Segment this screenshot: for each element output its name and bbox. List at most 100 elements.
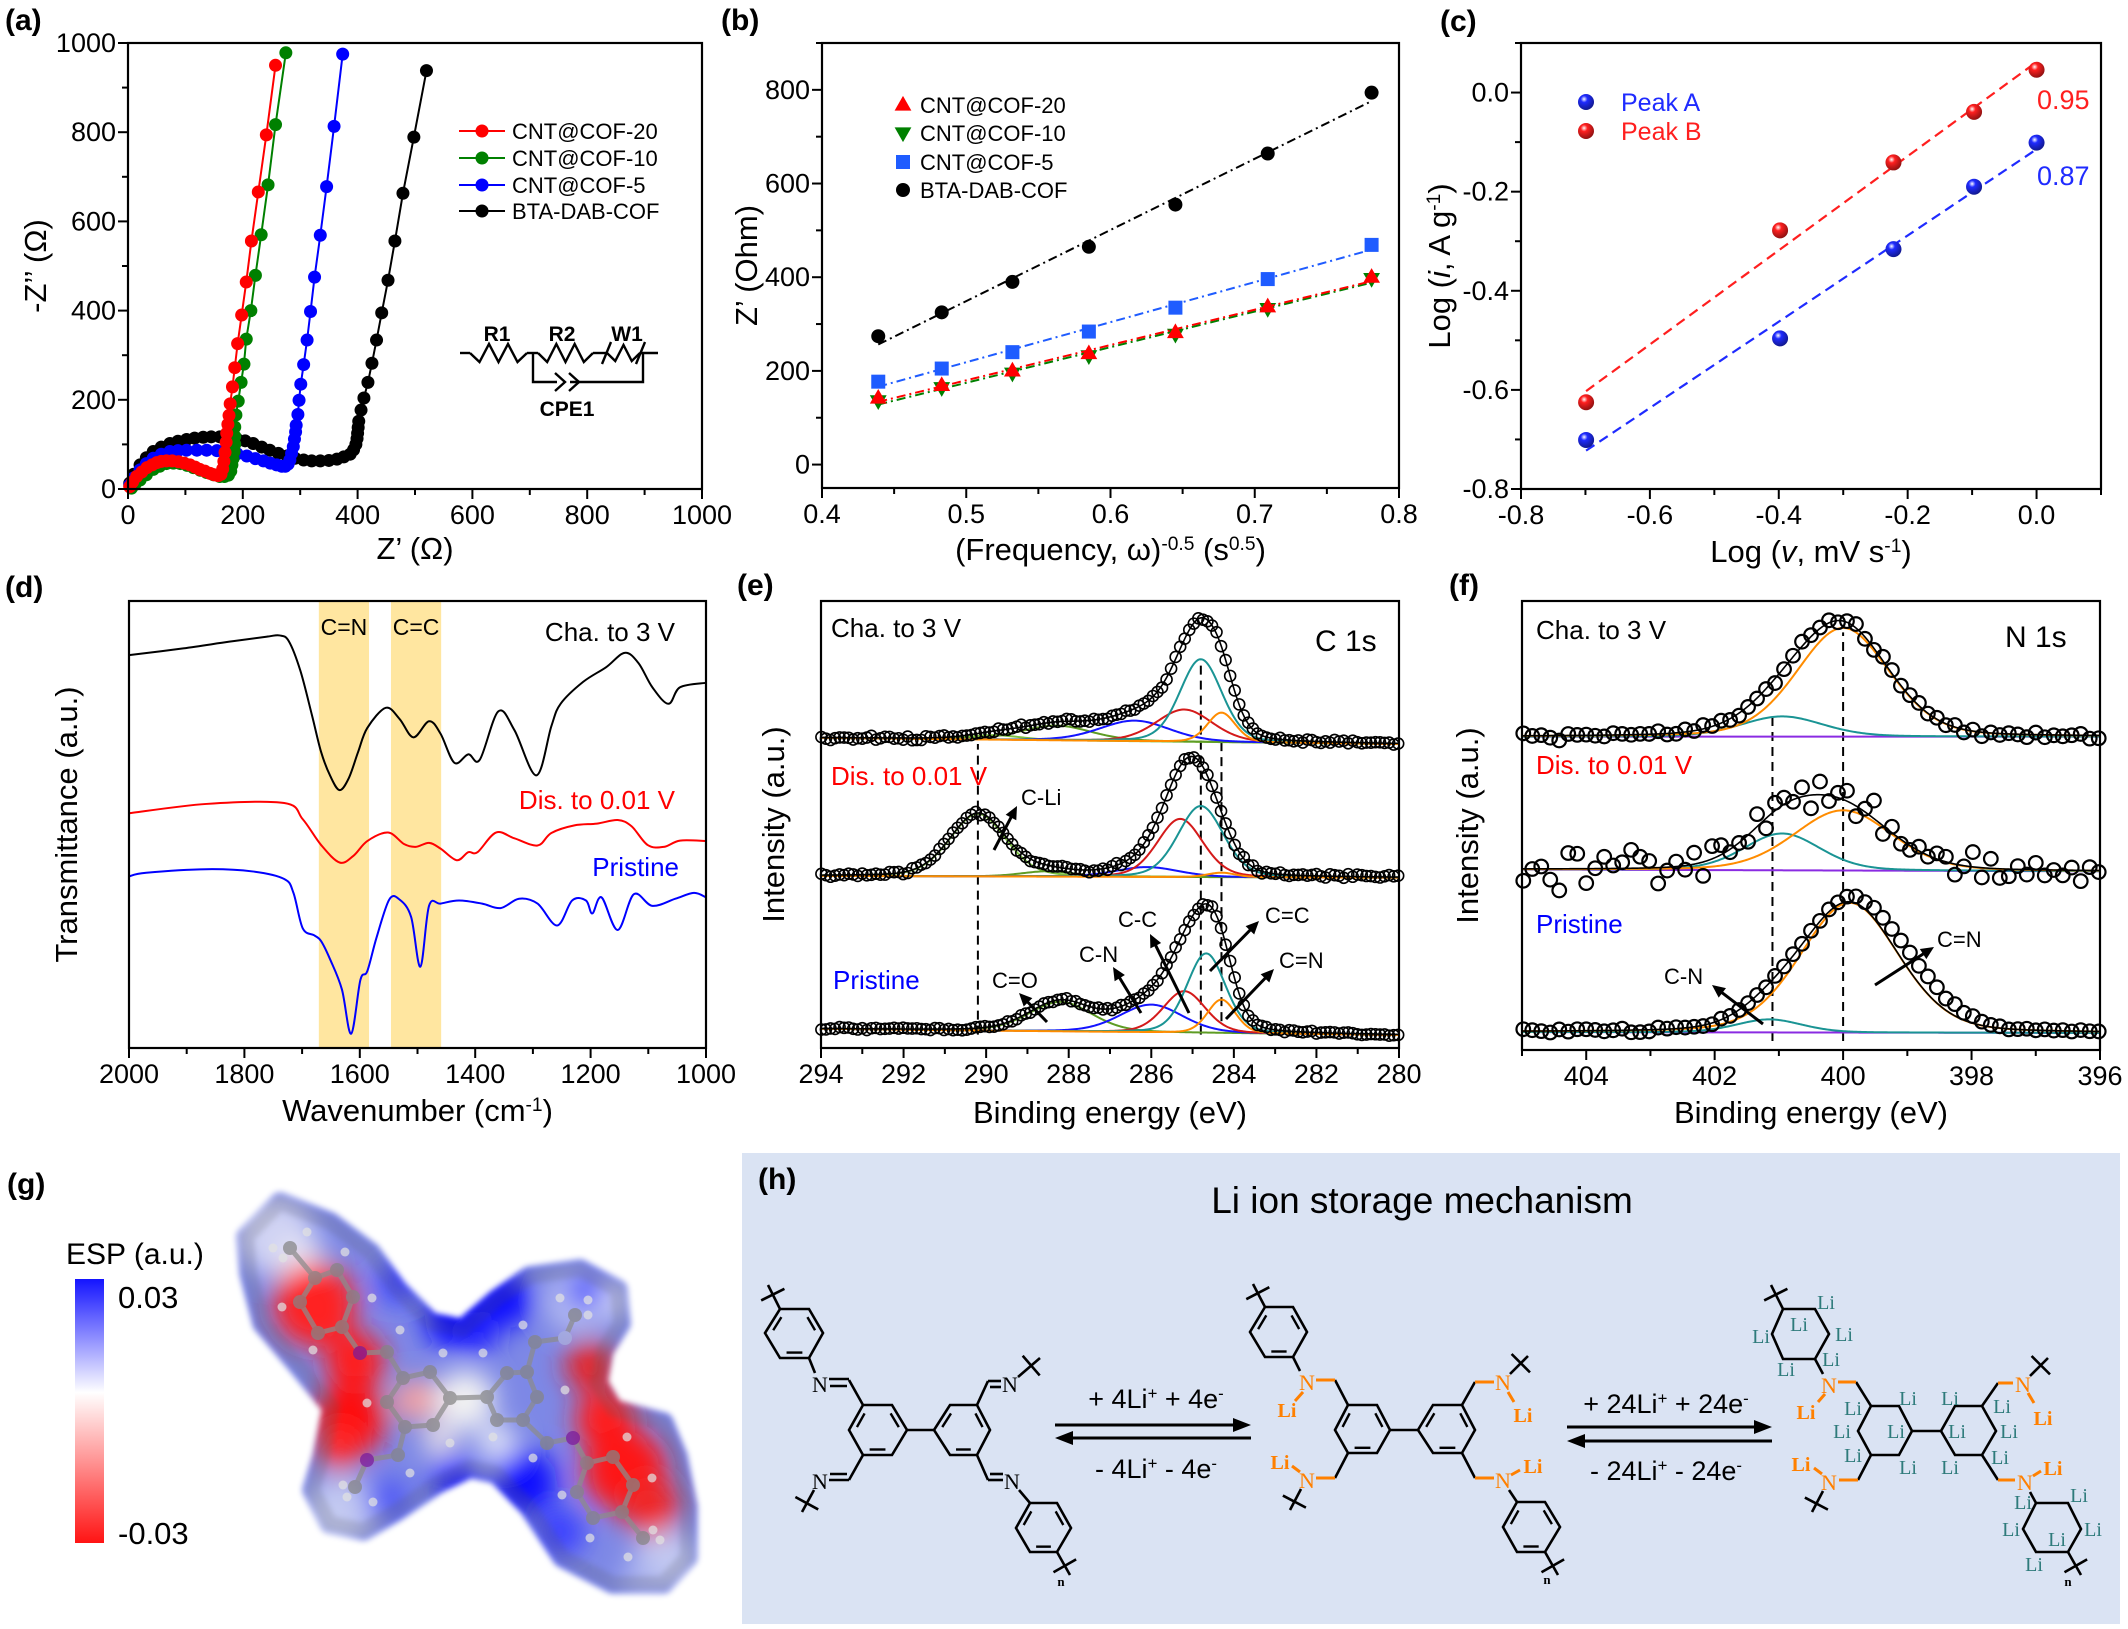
reaction-step: + 24Li+ + 24e-- 24Li+ - 24e- xyxy=(1567,1389,1772,1486)
hydrogen-atom xyxy=(583,1310,593,1320)
warburg-mark xyxy=(600,341,613,365)
series-cnt-cof-20 xyxy=(123,58,283,494)
data-point xyxy=(1355,1028,1369,1042)
x-axis-title: Z’ (Ω) xyxy=(376,531,453,566)
ring-lithium-label: Li xyxy=(2025,1554,2043,1576)
surface-rim xyxy=(240,1196,694,1590)
x-axis-title-segment: -1 xyxy=(1884,536,1901,557)
data-point xyxy=(1596,848,1613,865)
data-point xyxy=(1173,640,1187,654)
chart-b: CNT@COF-20 CNT@COF-10 CNT@COF-5 BTA-DAB-COF… xyxy=(721,4,1418,567)
double-bond-inner xyxy=(1022,1510,1033,1526)
data-point xyxy=(1668,853,1685,870)
resistor-r1 xyxy=(469,341,528,365)
data-point xyxy=(1885,154,1902,171)
nitrogen-label: N xyxy=(1821,1470,1837,1495)
x-axis: 294 292 290 288 286 284 282 280 xyxy=(798,1048,1422,1089)
arrow-shaft xyxy=(1719,990,1764,1026)
linkage-bond xyxy=(1509,1355,1529,1375)
lithiation-condition-segment: + 4Li xyxy=(1088,1384,1147,1414)
data-point xyxy=(1296,868,1310,881)
data-point xyxy=(1341,1026,1355,1039)
fit-line xyxy=(1585,148,2038,452)
data-point xyxy=(1884,662,1900,678)
peak-label: C-N xyxy=(1664,964,1703,989)
x-tick-label: 396 xyxy=(2077,1061,2122,1091)
carbon-atom xyxy=(520,1365,534,1379)
data-point xyxy=(2027,724,2044,741)
carbon-atom xyxy=(636,1531,650,1545)
data-point xyxy=(1578,875,1595,892)
lithiated-bond xyxy=(1291,1464,1301,1474)
spectrum-line xyxy=(128,868,707,1035)
data-point xyxy=(228,361,242,375)
lithiation-condition-segment: + xyxy=(1148,1384,1158,1403)
data-point xyxy=(1875,909,1891,926)
data-point xyxy=(1623,841,1640,858)
data-point xyxy=(1991,727,2008,743)
data-point xyxy=(2027,854,2044,871)
y-tick-label: 0 xyxy=(795,450,810,480)
data-point xyxy=(946,826,960,839)
hydrogen-atom xyxy=(338,1480,348,1490)
chart-f: Cha. to 3 V Dis. to 0.01 V Pristine N 1s C-N… xyxy=(1449,569,2123,1130)
ring-lithium-label: Li xyxy=(2014,1492,2032,1514)
data-point xyxy=(1033,856,1046,870)
lithium-label: Li xyxy=(1792,1454,1811,1476)
legend-item: CNT@COF-20 xyxy=(459,119,658,144)
ring-lithium-label: Li xyxy=(1790,1314,1808,1336)
y-axis-title-segment: , A g xyxy=(1422,211,1457,271)
data-point xyxy=(1055,859,1069,873)
slope-label: 0.95 xyxy=(2037,85,2090,115)
arrow-shaft xyxy=(992,814,1014,851)
carbon-atom xyxy=(293,1295,307,1309)
data-point xyxy=(1749,690,1765,707)
carbon-atom xyxy=(308,1271,322,1285)
ring-lithium-label: Li xyxy=(1991,1447,2009,1469)
legend-label: CNT@COF-20 xyxy=(512,119,658,144)
data-point xyxy=(1533,858,1550,875)
data-point xyxy=(1205,779,1219,793)
data-point xyxy=(1803,922,1819,939)
ring-lithium-label: Li xyxy=(1844,1398,1862,1420)
data-point xyxy=(1614,1020,1631,1037)
series-pristine: Pristine xyxy=(128,852,707,1035)
bond xyxy=(1333,1452,1350,1479)
data-point xyxy=(259,128,273,142)
y-axis-title: Log (i, A g-1) xyxy=(1422,183,1457,348)
data-point xyxy=(1686,1018,1703,1035)
ring-lithium-label: Li xyxy=(1833,1421,1851,1443)
hydrogen-atom xyxy=(395,1325,405,1335)
data-point xyxy=(1167,323,1184,339)
hydrogen-atom xyxy=(528,1453,538,1463)
linkage-bond xyxy=(766,1284,782,1310)
linkage-cross xyxy=(1763,1287,1789,1302)
x-tick-label: 400 xyxy=(1821,1061,1866,1091)
peak-arrow xyxy=(1113,967,1143,1014)
data-point xyxy=(1919,968,1936,985)
fit-envelope xyxy=(820,755,1400,878)
x-axis-title: (Frequency, ω)-0.5 (s0.5) xyxy=(955,532,1266,567)
data-point xyxy=(279,46,293,60)
bond xyxy=(847,1379,865,1406)
data-point xyxy=(1005,1015,1019,1028)
double-bond-inner xyxy=(1509,1509,1520,1525)
x-tick-label: -0.4 xyxy=(1756,500,1803,530)
data-point xyxy=(1246,1014,1260,1027)
data-point xyxy=(2028,61,2045,78)
y-tick-label: 800 xyxy=(765,75,810,105)
x-axis-title: Binding energy (eV) xyxy=(1674,1095,1948,1130)
x-axis-title-segment: Wavenumber (cm xyxy=(282,1093,525,1128)
data-point xyxy=(1641,1023,1658,1040)
reverse-arrow xyxy=(1567,1434,1772,1448)
data-point xyxy=(934,305,949,320)
arrow-shaft xyxy=(1208,927,1253,973)
data-point xyxy=(1081,239,1096,254)
lithiated-bond xyxy=(1510,1468,1521,1477)
aromatic-ring xyxy=(1333,1403,1392,1455)
x-tick-label: 404 xyxy=(1564,1061,1609,1091)
data-point xyxy=(1686,844,1703,861)
legend-marker xyxy=(475,178,489,192)
